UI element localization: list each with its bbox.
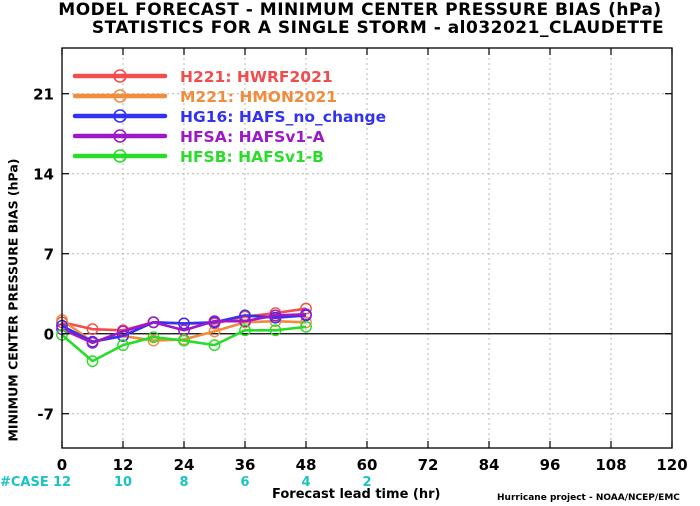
series-line (61, 312, 307, 345)
legend-marker (113, 129, 127, 143)
data-point (269, 309, 282, 322)
legend: H221: HWRF2021 M221: HMON2021 HG16: HAFS_n… (72, 68, 386, 166)
data-point (239, 324, 251, 337)
data-point (147, 334, 160, 347)
y-tick-label: 14 (33, 166, 54, 184)
y-tick-label: -7 (37, 406, 54, 424)
grid-layer (62, 48, 672, 448)
data-point (86, 323, 99, 336)
data-point (147, 331, 160, 344)
x-tick-label: 48 (296, 456, 317, 474)
legend-marker (113, 149, 127, 163)
data-point (86, 336, 99, 349)
legend-label: HFSB: HAFSv1-B (180, 148, 324, 166)
case-counts: #CASE 12 10 8 6 4 2 (0, 475, 372, 490)
y-tick-label: 7 (44, 246, 54, 264)
x-tick-label: 72 (418, 456, 439, 474)
x-tick-label: 84 (479, 456, 500, 474)
chart-subtitle: STATISTICS FOR A SINGLE STORM - al032021… (91, 18, 665, 38)
x-axis-label: Forecast lead time (hr) (272, 487, 441, 502)
y-axis-label: MINIMUM CENTER PRESSURE BIAS (hPa) (5, 158, 21, 442)
x-tick-label: 120 (656, 456, 687, 474)
case-count: 4 (301, 475, 310, 490)
x-tick-label: 36 (235, 456, 256, 474)
data-point (300, 308, 312, 321)
x-tick-label: 96 (540, 456, 561, 474)
data-point (86, 355, 99, 368)
data-point (300, 320, 312, 333)
x-tick-label: 12 (113, 456, 134, 474)
x-tick-label: 24 (174, 456, 195, 474)
case-count: 2 (362, 475, 371, 490)
legend-marker (113, 109, 127, 123)
x-tick-label: 0 (57, 456, 67, 474)
data-point (239, 315, 251, 328)
case-count: 6 (240, 475, 249, 490)
y-tick-label: 21 (33, 86, 54, 104)
data-point (269, 324, 282, 337)
case-count: 10 (114, 475, 132, 490)
axis-layer: 0 12 24 36 48 60 72 84 96 108 120 -7 0 7 14 21 (33, 47, 688, 474)
data-point (208, 339, 221, 352)
data-point (117, 339, 129, 352)
legend-label: H221: HWRF2021 (180, 68, 333, 86)
legend-label: HFSA: HAFSv1-A (180, 128, 325, 146)
case-count: 12 (53, 475, 71, 490)
data-point (178, 317, 190, 330)
data-point (147, 316, 160, 329)
legend-label: HG16: HAFS_no_change (180, 108, 386, 126)
data-point (208, 315, 221, 328)
y-axis-label-wrap: MINIMUM CENTER PRESSURE BIAS (hPa) (2, 158, 24, 441)
legend-marker (113, 69, 127, 83)
case-count: 8 (179, 475, 188, 490)
data-point (300, 302, 312, 315)
x-tick-label: 108 (595, 456, 626, 474)
series-layer (56, 302, 312, 368)
series-line (61, 325, 307, 363)
credit-text: Hurricane project - NOAA/NCEP/EMC (497, 493, 680, 503)
legend-marker (113, 89, 127, 103)
data-point (178, 334, 190, 347)
x-tick-label: 60 (357, 456, 378, 474)
case-label: #CASE (0, 475, 49, 490)
legend-label: M221: HMON2021 (180, 88, 337, 106)
data-point (117, 325, 129, 338)
y-tick-label: 0 (44, 326, 54, 344)
chart-title: MODEL FORECAST - MINIMUM CENTER PRESSURE… (58, 0, 662, 20)
